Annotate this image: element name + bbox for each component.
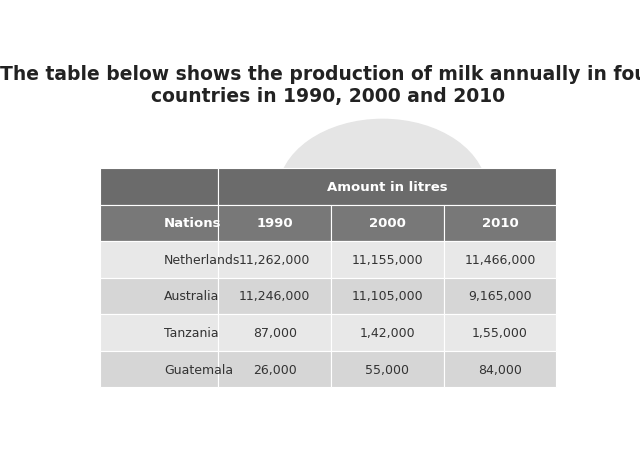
FancyBboxPatch shape — [218, 242, 331, 278]
Text: Tanzania: Tanzania — [164, 327, 219, 339]
FancyBboxPatch shape — [331, 242, 444, 278]
FancyBboxPatch shape — [331, 205, 444, 242]
Text: 9,165,000: 9,165,000 — [468, 290, 532, 303]
Text: 11,262,000: 11,262,000 — [239, 253, 310, 267]
FancyBboxPatch shape — [218, 205, 331, 242]
Text: 1,55,000: 1,55,000 — [472, 327, 528, 339]
Text: 1,42,000: 1,42,000 — [360, 327, 415, 339]
FancyBboxPatch shape — [218, 278, 331, 315]
FancyBboxPatch shape — [218, 351, 331, 387]
Text: 1990: 1990 — [257, 217, 293, 230]
Text: Netherlands: Netherlands — [164, 253, 241, 267]
Text: 11,466,000: 11,466,000 — [464, 253, 536, 267]
FancyBboxPatch shape — [444, 315, 556, 351]
Text: 11,105,000: 11,105,000 — [351, 290, 423, 303]
Circle shape — [278, 120, 487, 266]
Text: 55,000: 55,000 — [365, 363, 410, 376]
Text: The table below shows the production of milk annually in four
countries in 1990,: The table below shows the production of … — [0, 64, 640, 106]
Text: Nations: Nations — [164, 217, 221, 230]
Text: 2000: 2000 — [369, 217, 406, 230]
Text: 11,246,000: 11,246,000 — [239, 290, 310, 303]
FancyBboxPatch shape — [100, 205, 218, 242]
Text: 2010: 2010 — [481, 217, 518, 230]
FancyBboxPatch shape — [100, 169, 218, 205]
FancyBboxPatch shape — [444, 351, 556, 387]
FancyBboxPatch shape — [100, 242, 218, 278]
FancyBboxPatch shape — [218, 315, 331, 351]
FancyBboxPatch shape — [331, 278, 444, 315]
FancyBboxPatch shape — [331, 351, 444, 387]
FancyBboxPatch shape — [331, 315, 444, 351]
FancyBboxPatch shape — [100, 315, 218, 351]
Text: 87,000: 87,000 — [253, 327, 297, 339]
FancyBboxPatch shape — [218, 169, 556, 205]
Text: 11,155,000: 11,155,000 — [351, 253, 423, 267]
FancyBboxPatch shape — [444, 278, 556, 315]
Text: 84,000: 84,000 — [478, 363, 522, 376]
FancyBboxPatch shape — [100, 351, 218, 387]
Text: 26,000: 26,000 — [253, 363, 297, 376]
FancyBboxPatch shape — [444, 205, 556, 242]
FancyBboxPatch shape — [100, 278, 218, 315]
Text: Amount in litres: Amount in litres — [327, 180, 447, 193]
FancyBboxPatch shape — [444, 242, 556, 278]
Text: Australia: Australia — [164, 290, 220, 303]
Text: Guatemala: Guatemala — [164, 363, 233, 376]
